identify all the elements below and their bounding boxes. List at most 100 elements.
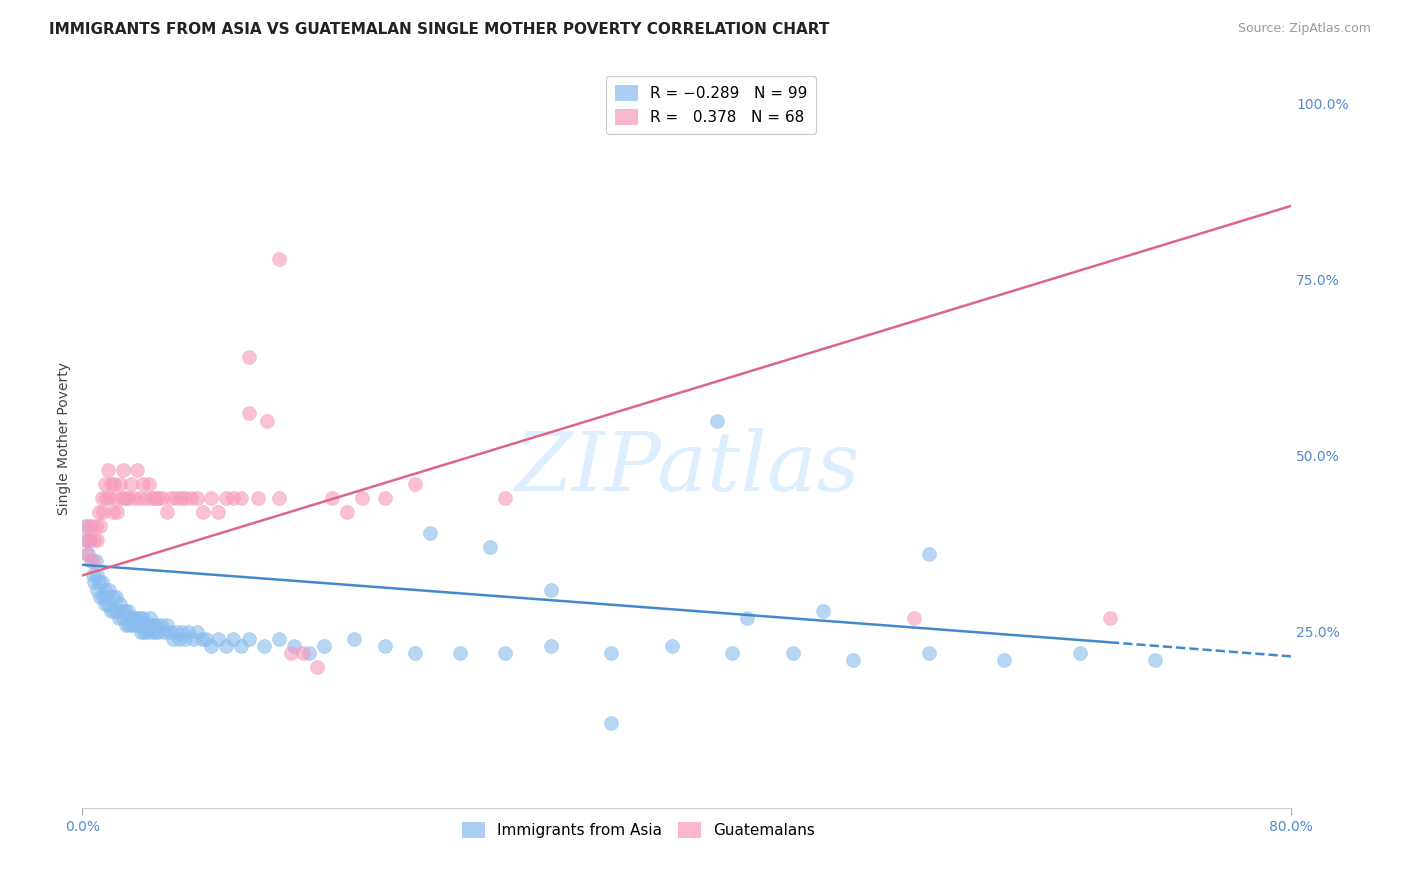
Point bbox=[129, 624, 152, 639]
Point bbox=[98, 582, 121, 597]
Point bbox=[93, 505, 115, 519]
Point bbox=[404, 646, 426, 660]
Point bbox=[87, 505, 110, 519]
Point bbox=[449, 646, 471, 660]
Point bbox=[180, 491, 202, 505]
Point bbox=[1144, 653, 1167, 667]
Point bbox=[125, 610, 148, 624]
Point bbox=[153, 624, 176, 639]
Point bbox=[1069, 646, 1091, 660]
Point bbox=[186, 624, 208, 639]
Point bbox=[86, 533, 108, 548]
Point bbox=[305, 660, 328, 674]
Point bbox=[117, 604, 139, 618]
Point bbox=[165, 624, 187, 639]
Point bbox=[93, 590, 115, 604]
Point bbox=[200, 491, 222, 505]
Point bbox=[83, 533, 105, 548]
Point bbox=[314, 639, 336, 653]
Point bbox=[165, 491, 187, 505]
Point bbox=[170, 624, 193, 639]
Point bbox=[108, 476, 131, 491]
Point bbox=[96, 590, 118, 604]
Point bbox=[103, 604, 125, 618]
Point bbox=[87, 575, 110, 590]
Point bbox=[79, 533, 101, 548]
Point bbox=[138, 476, 160, 491]
Point bbox=[104, 491, 127, 505]
Point bbox=[494, 646, 516, 660]
Point bbox=[114, 491, 136, 505]
Point bbox=[246, 491, 269, 505]
Point bbox=[122, 491, 145, 505]
Point bbox=[149, 617, 172, 632]
Point bbox=[80, 519, 103, 533]
Point bbox=[91, 491, 114, 505]
Point bbox=[706, 413, 728, 427]
Point bbox=[174, 632, 197, 646]
Text: IMMIGRANTS FROM ASIA VS GUATEMALAN SINGLE MOTHER POVERTY CORRELATION CHART: IMMIGRANTS FROM ASIA VS GUATEMALAN SINGL… bbox=[49, 22, 830, 37]
Text: Source: ZipAtlas.com: Source: ZipAtlas.com bbox=[1237, 22, 1371, 36]
Point bbox=[195, 632, 218, 646]
Point bbox=[94, 597, 117, 611]
Point bbox=[207, 632, 229, 646]
Point bbox=[75, 533, 97, 548]
Point bbox=[215, 639, 238, 653]
Point bbox=[903, 610, 925, 624]
Point bbox=[336, 505, 359, 519]
Point bbox=[280, 646, 302, 660]
Point bbox=[132, 476, 155, 491]
Point bbox=[97, 597, 120, 611]
Point bbox=[128, 610, 150, 624]
Point bbox=[1098, 610, 1121, 624]
Point bbox=[256, 413, 278, 427]
Point bbox=[138, 617, 160, 632]
Point bbox=[89, 590, 111, 604]
Point bbox=[94, 582, 117, 597]
Point bbox=[110, 604, 132, 618]
Point bbox=[600, 646, 623, 660]
Point bbox=[94, 476, 117, 491]
Point bbox=[404, 476, 426, 491]
Point bbox=[82, 568, 104, 582]
Point bbox=[135, 617, 157, 632]
Point bbox=[86, 568, 108, 582]
Point bbox=[121, 617, 143, 632]
Point bbox=[143, 624, 166, 639]
Point bbox=[291, 646, 314, 660]
Point bbox=[105, 505, 128, 519]
Point bbox=[110, 491, 132, 505]
Point bbox=[222, 491, 245, 505]
Point bbox=[200, 639, 222, 653]
Point bbox=[169, 491, 191, 505]
Point bbox=[229, 491, 252, 505]
Point bbox=[97, 463, 120, 477]
Point bbox=[267, 491, 290, 505]
Point bbox=[143, 491, 166, 505]
Point bbox=[146, 491, 169, 505]
Point bbox=[122, 610, 145, 624]
Point bbox=[374, 639, 396, 653]
Point bbox=[84, 554, 107, 568]
Point bbox=[190, 632, 212, 646]
Point bbox=[181, 632, 204, 646]
Point bbox=[207, 505, 229, 519]
Point bbox=[186, 491, 208, 505]
Point bbox=[343, 632, 366, 646]
Point bbox=[98, 491, 121, 505]
Point bbox=[82, 554, 104, 568]
Point bbox=[136, 624, 159, 639]
Point bbox=[104, 590, 127, 604]
Point bbox=[193, 505, 215, 519]
Point bbox=[167, 632, 190, 646]
Legend: Immigrants from Asia, Guatemalans: Immigrants from Asia, Guatemalans bbox=[456, 816, 821, 845]
Point bbox=[86, 582, 108, 597]
Point bbox=[134, 624, 156, 639]
Point bbox=[127, 617, 149, 632]
Point bbox=[600, 716, 623, 731]
Point bbox=[125, 463, 148, 477]
Point bbox=[103, 476, 125, 491]
Point bbox=[215, 491, 238, 505]
Point bbox=[735, 610, 758, 624]
Point bbox=[298, 646, 321, 660]
